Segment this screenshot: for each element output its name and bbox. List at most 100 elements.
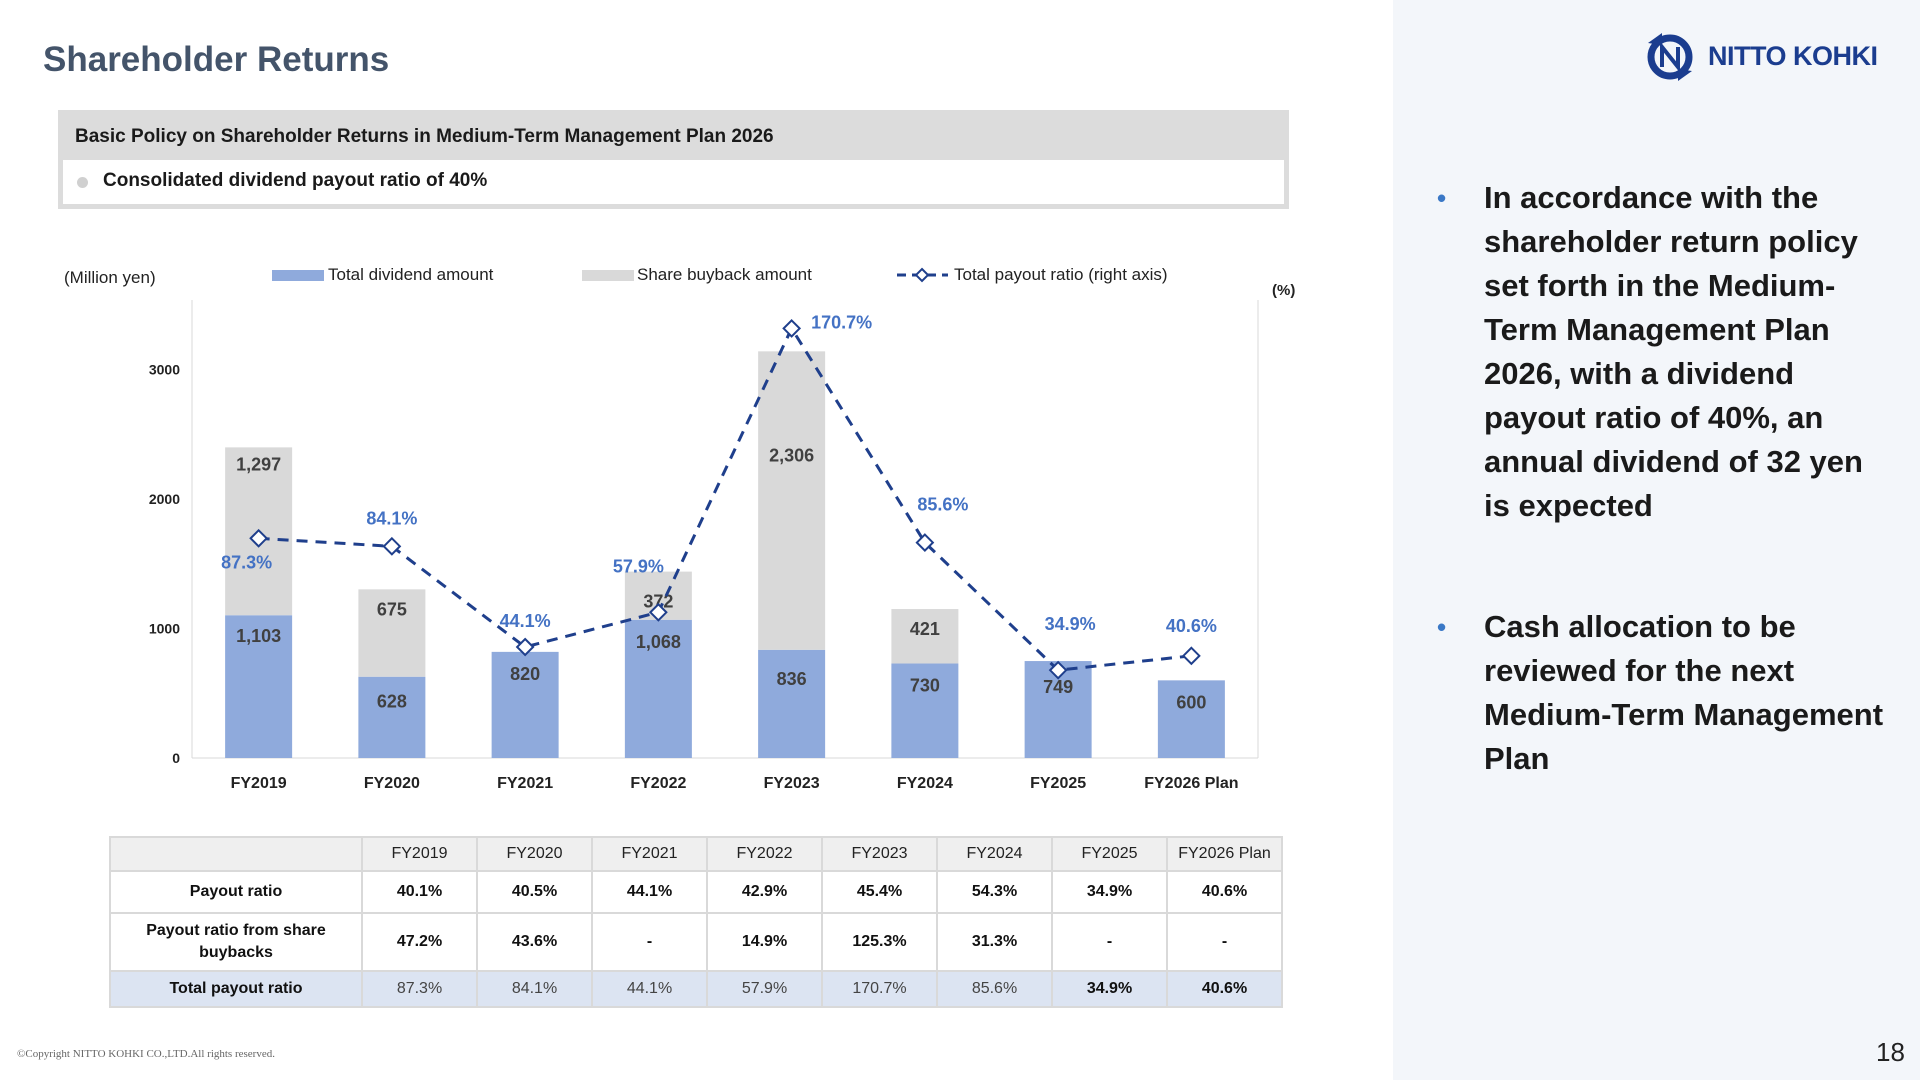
table-row: Payout ratio 40.1% 40.5% 44.1% 42.9% 45.… (109, 870, 1283, 914)
payout-ratio-marker (1048, 660, 1068, 680)
y-tick-label: 2000 (149, 491, 180, 507)
table-column-header: FY2022 (706, 836, 823, 872)
table-cell: 40.6% (1166, 970, 1283, 1008)
bar-buyback-label: 421 (910, 619, 940, 639)
logo-text: NITTO KOHKI (1708, 41, 1878, 71)
x-tick-label: FY2021 (497, 775, 553, 790)
bar-dividend (624, 619, 692, 758)
legend-swatch-payout-marker (914, 267, 930, 283)
table-cell: 54.3% (936, 870, 1053, 914)
table-cell: 125.3% (821, 912, 938, 972)
x-tick-label: FY2023 (764, 775, 820, 790)
bar-dividend-label: 600 (1176, 692, 1206, 712)
payout-ratio-label: 57.9% (613, 556, 664, 576)
bar-buyback-label: 675 (377, 599, 407, 619)
table-cell: 34.9% (1051, 970, 1168, 1008)
bar-buyback (358, 589, 426, 677)
table-cell: 87.3% (361, 970, 478, 1008)
bar-dividend-label: 628 (377, 692, 407, 712)
table-corner-cell (109, 836, 363, 872)
bullet-icon: • (1437, 612, 1447, 642)
bar-dividend-label: 1,103 (236, 626, 281, 646)
table-cell: 44.1% (591, 970, 708, 1008)
table-cell: 40.5% (476, 870, 593, 914)
table-row-total: Total payout ratio 87.3% 84.1% 44.1% 57.… (109, 970, 1283, 1008)
payout-ratio-label: 87.3% (221, 552, 272, 572)
table-column-header: FY2024 (936, 836, 1053, 872)
table-cell: 40.1% (361, 870, 478, 914)
legend-label-payout: Total payout ratio (right axis) (954, 265, 1168, 284)
table-cell: - (1051, 912, 1168, 972)
table-cell: 170.7% (821, 970, 938, 1008)
policy-item-row: Consolidated dividend payout ratio of 40… (63, 160, 1284, 204)
bullet-icon: • (1437, 183, 1447, 213)
y-tick-label: 0 (172, 750, 180, 766)
legend-label-dividend: Total dividend amount (328, 265, 494, 284)
bullet-text: Cash allocation to be reviewed for the n… (1484, 609, 1884, 776)
company-logo: NITTO KOHKI (1640, 29, 1885, 85)
page-title: Shareholder Returns (43, 40, 390, 79)
table-cell: 44.1% (591, 870, 708, 914)
table-cell: 85.6% (936, 970, 1053, 1008)
table-cell: 45.4% (821, 870, 938, 914)
y-tick-label: 3000 (149, 362, 180, 378)
policy-item: Consolidated dividend payout ratio of 40… (103, 170, 488, 191)
bullet-list: • In accordance with the shareholder ret… (1437, 176, 1897, 781)
payout-ratio-marker (782, 318, 802, 338)
table-cell: 43.6% (476, 912, 593, 972)
payout-ratio-line (258, 325, 1192, 672)
payout-ratio-marker (1181, 646, 1201, 666)
legend-swatch-buyback (582, 270, 634, 281)
table-row: Payout ratio from share buybacks 47.2% 4… (109, 912, 1283, 972)
x-tick-label: FY2025 (1030, 775, 1086, 790)
y-tick-label: 1000 (149, 621, 180, 637)
table-column-header: FY2023 (821, 836, 938, 872)
bullet-item: • In accordance with the shareholder ret… (1437, 176, 1897, 528)
table-cell: 34.9% (1051, 870, 1168, 914)
table-cell: 47.2% (361, 912, 478, 972)
y-axis-label: (Million yen) (64, 268, 156, 287)
payout-ratio-label: 84.1% (366, 508, 417, 528)
table-row-label: Total payout ratio (109, 970, 363, 1008)
legend-swatch-dividend (272, 270, 324, 281)
payout-ratio-label: 170.7% (811, 312, 872, 332)
table-cell: 40.6% (1166, 870, 1283, 914)
bar-buyback-label: 372 (643, 592, 673, 612)
bar-dividend-label: 820 (510, 664, 540, 684)
nitto-kohki-logo-icon (1647, 33, 1693, 81)
table-column-header: FY2021 (591, 836, 708, 872)
table-cell: 84.1% (476, 970, 593, 1008)
page-number: 18 (1876, 1037, 1905, 1067)
y2-axis-label: (%) (1272, 282, 1295, 299)
bar-dividend-label: 836 (777, 669, 807, 689)
table-column-header: FY2019 (361, 836, 478, 872)
x-tick-label: FY2022 (630, 775, 686, 790)
table-column-header: FY2026 Plan (1166, 836, 1283, 872)
bar-dividend-label: 1,068 (636, 632, 681, 652)
payout-ratio-marker (515, 637, 535, 657)
bar-dividend (758, 649, 826, 758)
payout-ratio-label: 85.6% (917, 495, 968, 515)
payout-ratio-label: 40.6% (1166, 616, 1217, 636)
table-cell: 14.9% (706, 912, 823, 972)
bar-dividend-label: 730 (910, 676, 940, 696)
bullet-item: • Cash allocation to be reviewed for the… (1437, 605, 1897, 781)
bar-dividend (225, 615, 293, 758)
bar-buyback-label: 2,306 (769, 445, 814, 465)
table-row-label: Payout ratio from share buybacks (109, 912, 363, 972)
table-cell: 31.3% (936, 912, 1053, 972)
shareholder-returns-chart: 0 1000 2000 3000 (Million yen) (%) Total divid… (64, 265, 1295, 790)
legend-label-buyback: Share buyback amount (637, 265, 812, 284)
x-tick-label: FY2026 Plan (1144, 775, 1238, 790)
x-tick-label: FY2019 (231, 775, 287, 790)
x-tick-label: FY2024 (897, 775, 953, 790)
x-tick-label: FY2020 (364, 775, 420, 790)
table-cell: 42.9% (706, 870, 823, 914)
bar-dividend (491, 651, 559, 758)
payout-ratio-marker (648, 602, 668, 622)
payout-ratio-marker (249, 528, 269, 548)
table-row-label: Payout ratio (109, 870, 363, 914)
right-panel (1393, 0, 1920, 1080)
table-column-header: FY2025 (1051, 836, 1168, 872)
table-cell: - (1166, 912, 1283, 972)
